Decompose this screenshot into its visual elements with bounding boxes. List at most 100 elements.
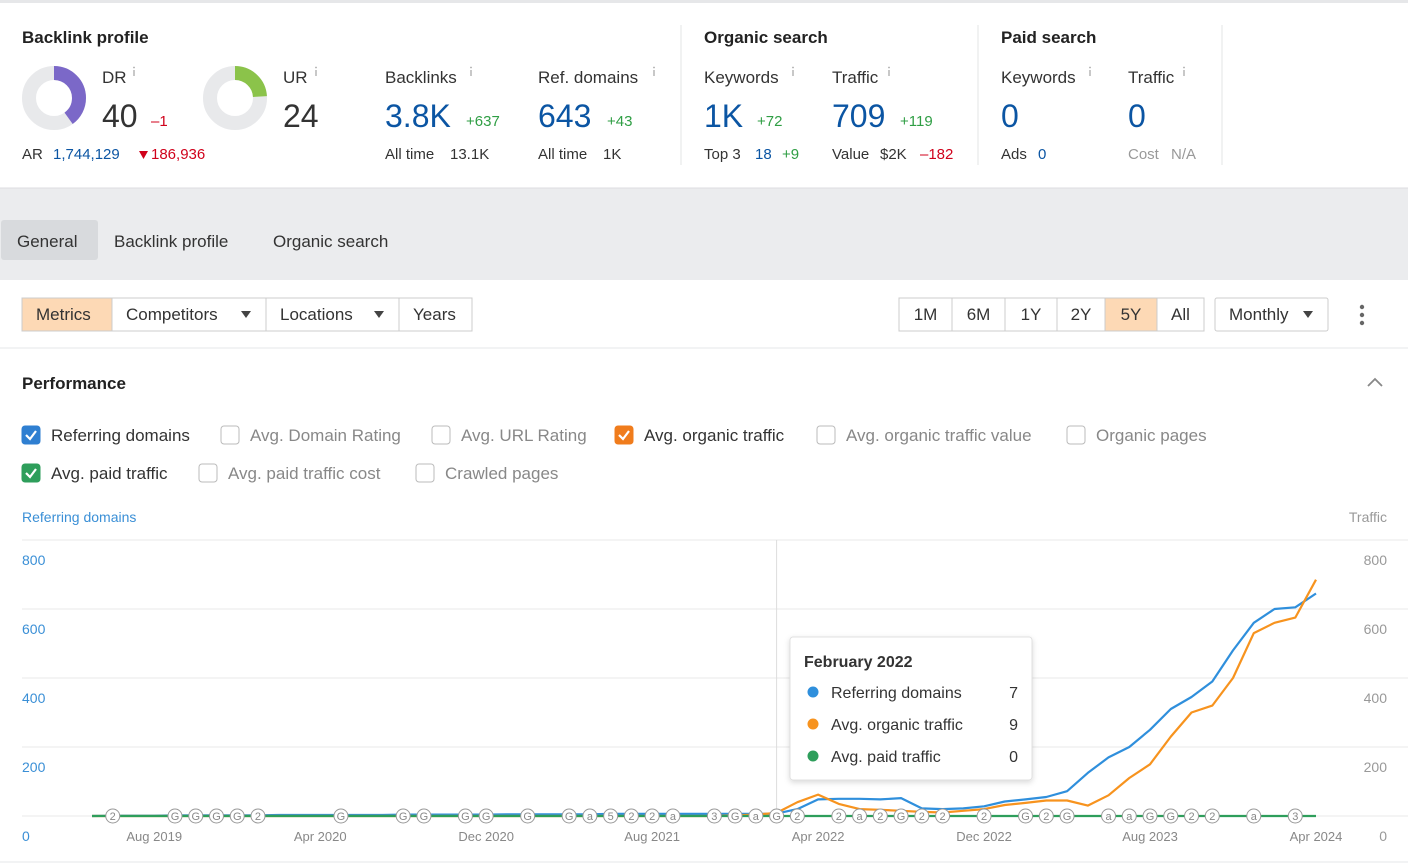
annotation-marker[interactable] bbox=[976, 808, 992, 824]
range-button[interactable] bbox=[1156, 297, 1205, 332]
annotation-marker[interactable] bbox=[1121, 808, 1137, 824]
interval-dropdown[interactable] bbox=[1214, 297, 1329, 332]
collapse-chevron[interactable] bbox=[1367, 377, 1383, 387]
section-title: Performance bbox=[22, 374, 126, 393]
annotation-marker[interactable] bbox=[1246, 808, 1262, 824]
annotation-marker[interactable] bbox=[706, 808, 722, 824]
annotation-label: 2 bbox=[649, 811, 655, 823]
annotation-marker[interactable] bbox=[208, 808, 224, 824]
annotation-marker[interactable] bbox=[582, 808, 598, 824]
annotation-marker[interactable] bbox=[457, 808, 473, 824]
filter-button[interactable] bbox=[398, 297, 473, 332]
annotation-label: a bbox=[857, 811, 864, 823]
top-border bbox=[0, 0, 1408, 3]
x-tick-label: Aug 2019 bbox=[126, 829, 182, 844]
annotation-marker[interactable] bbox=[1287, 808, 1303, 824]
checkbox[interactable] bbox=[614, 425, 634, 445]
checkbox-label: Referring domains bbox=[51, 426, 190, 445]
checkbox[interactable] bbox=[198, 463, 218, 483]
sub-value: 13.1K bbox=[450, 146, 489, 163]
y-tick-label: 200 bbox=[22, 759, 46, 775]
annotation-marker[interactable] bbox=[623, 808, 639, 824]
annotation-label: 2 bbox=[794, 811, 800, 823]
annotation-label: G bbox=[337, 811, 346, 823]
annotation-marker[interactable] bbox=[167, 808, 183, 824]
dropdown-caret bbox=[241, 311, 251, 318]
annotation-marker[interactable] bbox=[250, 808, 266, 824]
annotation-marker[interactable] bbox=[229, 808, 245, 824]
annotation-marker[interactable] bbox=[105, 808, 121, 824]
range-button[interactable] bbox=[898, 297, 953, 332]
menu-dot[interactable] bbox=[1359, 312, 1365, 318]
annotation-marker[interactable] bbox=[748, 808, 764, 824]
annotation-marker[interactable] bbox=[665, 808, 681, 824]
annotation-marker[interactable] bbox=[852, 808, 868, 824]
annotation-marker[interactable] bbox=[520, 808, 536, 824]
filter-button[interactable] bbox=[111, 297, 267, 332]
annotation-marker[interactable] bbox=[1163, 808, 1179, 824]
annotation-label: 2 bbox=[1188, 811, 1194, 823]
annotation-marker[interactable] bbox=[914, 808, 930, 824]
checkbox[interactable] bbox=[816, 425, 836, 445]
annotation-marker[interactable] bbox=[1059, 808, 1075, 824]
annotation-marker[interactable] bbox=[1142, 808, 1158, 824]
range-label: All bbox=[1171, 305, 1190, 324]
menu-dot[interactable] bbox=[1359, 320, 1365, 326]
filter-button[interactable] bbox=[21, 297, 113, 332]
checkbox[interactable] bbox=[21, 425, 41, 445]
range-button[interactable] bbox=[1004, 297, 1058, 332]
annotation-marker[interactable] bbox=[727, 808, 743, 824]
annotation-marker[interactable] bbox=[644, 808, 660, 824]
annotation-marker[interactable] bbox=[416, 808, 432, 824]
metric-label: Ref. domains bbox=[538, 68, 638, 87]
tab[interactable]: Organic search bbox=[273, 232, 388, 251]
annotation-marker[interactable] bbox=[333, 808, 349, 824]
checkmark bbox=[25, 468, 37, 479]
y2-tick-label: 0 bbox=[1379, 828, 1387, 844]
range-button[interactable] bbox=[1104, 297, 1158, 332]
annotation-marker[interactable] bbox=[478, 808, 494, 824]
annotation-label: G bbox=[171, 811, 180, 823]
annotation-label: G bbox=[897, 811, 906, 823]
checkmark bbox=[25, 430, 37, 441]
annotation-marker[interactable] bbox=[561, 808, 577, 824]
dropdown-caret bbox=[374, 311, 384, 318]
annotation-marker[interactable] bbox=[1038, 808, 1054, 824]
tab[interactable]: Backlink profile bbox=[114, 232, 228, 251]
annotation-label: 2 bbox=[1209, 811, 1215, 823]
checkbox[interactable] bbox=[1066, 425, 1086, 445]
annotation-label: 2 bbox=[940, 811, 946, 823]
metric-label: UR bbox=[283, 68, 308, 87]
annotation-marker[interactable] bbox=[1204, 808, 1220, 824]
checkbox[interactable] bbox=[21, 463, 41, 483]
menu-dot[interactable] bbox=[1359, 304, 1365, 310]
sub-value: 18 bbox=[755, 146, 772, 163]
annotation-marker[interactable] bbox=[603, 808, 619, 824]
annotation-marker[interactable] bbox=[188, 808, 204, 824]
annotation-marker[interactable] bbox=[831, 808, 847, 824]
annotation-label: a bbox=[587, 811, 594, 823]
tab[interactable]: General bbox=[17, 232, 77, 251]
annotation-marker[interactable] bbox=[1184, 808, 1200, 824]
annotation-marker[interactable] bbox=[395, 808, 411, 824]
annotation-marker[interactable] bbox=[1018, 808, 1034, 824]
tooltip-title: February 2022 bbox=[804, 654, 913, 671]
sub-label: All time bbox=[385, 146, 434, 163]
annotation-marker[interactable] bbox=[1101, 808, 1117, 824]
checkbox[interactable] bbox=[415, 463, 435, 483]
annotation-label: 2 bbox=[919, 811, 925, 823]
annotation-marker[interactable] bbox=[872, 808, 888, 824]
annotation-marker[interactable] bbox=[769, 808, 785, 824]
metric-label: AR bbox=[22, 146, 43, 163]
info-icon bbox=[315, 66, 317, 69]
x-tick-label: Apr 2022 bbox=[792, 829, 845, 844]
annotation-label: G bbox=[212, 811, 221, 823]
annotation-marker[interactable] bbox=[789, 808, 805, 824]
metric-label: Keywords bbox=[1001, 68, 1076, 87]
x-tick-label: Aug 2021 bbox=[624, 829, 680, 844]
annotation-marker[interactable] bbox=[893, 808, 909, 824]
checkbox[interactable] bbox=[431, 425, 451, 445]
checkbox[interactable] bbox=[220, 425, 240, 445]
annotation-label: G bbox=[731, 811, 740, 823]
annotation-marker[interactable] bbox=[935, 808, 951, 824]
